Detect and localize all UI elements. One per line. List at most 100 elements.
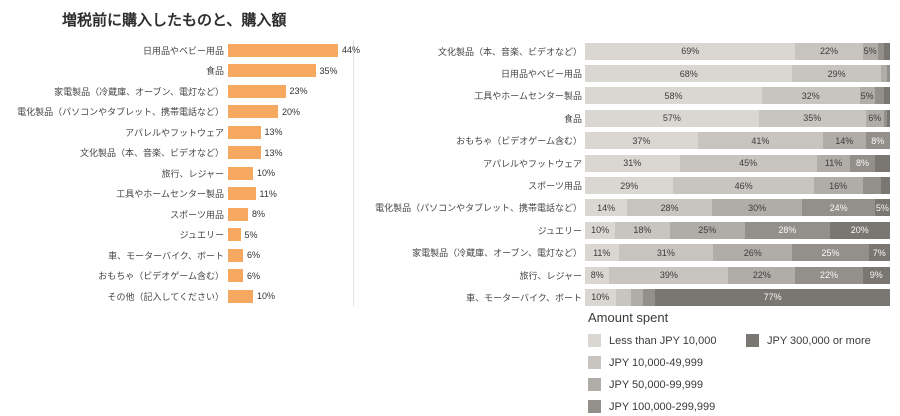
stacked-segment: 8% [585,266,610,284]
stacked-bar-track: 14% 28% 30% 24% 5% [585,199,890,217]
stacked-bar-row: スポーツ用品 29% 46% 16% [420,174,898,196]
category-label: 文化製品（本、音楽、ビデオなど） [58,146,228,159]
segment-value-label: 28% [778,225,797,236]
bar-row: その他（記入してください） 10% [58,286,378,307]
legend-col-2: JPY 300,000 or more [746,334,871,347]
legend-item: JPY 10,000-49,999 [588,356,746,369]
segment-value-label: 8% [590,270,604,281]
stacked-segment: 29% [585,177,674,195]
segment-value-label: 14% [835,135,854,146]
segment-value-label: 29% [827,68,846,79]
category-label-text: おもちゃ（ビデオゲーム含む） [98,271,224,282]
segment-value-label: 10% [591,225,610,236]
right-chart-rows: 文化製品（本、音楽、ビデオなど） 69% 22% 5% 日用品やベビー用品 68% 29% 工… [375,40,898,309]
bar [228,248,243,262]
stacked-segment: 45% [679,154,817,172]
bar-value-label: 23% [289,86,308,97]
stacked-segment [883,109,887,127]
stacked-segment: 14% [585,199,628,217]
bar-value-label: 10% [257,291,276,302]
legend-label: JPY 100,000-299,999 [609,400,716,413]
stacked-segment [630,288,643,306]
category-label-text: 旅行、レジャー [161,168,224,179]
category-label-text: 食品 [205,66,224,77]
bar-track: 13% [228,146,283,160]
stacked-segment [642,288,656,306]
stacked-bar-track: 10% 77% [585,288,890,306]
segment-value-label: 32% [801,90,820,101]
bar-row: アパレルやフットウェア 13% [58,122,378,143]
stacked-bar-track: 58% 32% 5% [585,87,890,105]
stacked-segment: 8% [865,132,890,150]
stacked-segment: 5% [859,87,875,105]
bar-value-label: 10% [257,168,276,179]
segment-value-label: 7% [872,247,886,258]
stacked-segment: 39% [609,266,729,284]
stacked-segment: 18% [615,221,670,239]
bar-row: おもちゃ（ビデオゲーム含む） 6% [58,266,378,287]
stacked-segment: 22% [795,42,863,60]
legend-swatch [588,334,601,347]
bar-track: 13% [228,125,283,139]
stacked-segment: 25% [669,221,746,239]
stacked-bar-track: 29% 46% 16% [585,177,890,195]
stacked-segment: 24% [802,199,875,217]
left-chart-rows: 日用品やベビー用品 44% 食品 35% 家電製品（冷蔵庫、オーブン、電灯など） 23% 電… [17,40,378,307]
bar-row: 日用品やベビー用品 44% [58,40,378,61]
stacked-segment: 77% [655,288,890,306]
category-label: 工具やホームセンター製品 [420,89,585,102]
bar-track: 35% [228,64,338,78]
bar-row: 文化製品（本、音楽、ビデオなど） 13% [58,143,378,164]
bar-track: 10% [228,289,276,303]
segment-value-label: 46% [734,180,753,191]
legend-label: JPY 50,000-99,999 [609,378,703,391]
stacked-segment [886,65,890,83]
segment-value-label: 69% [681,46,700,57]
segment-value-label: 16% [829,180,848,191]
bar [228,125,261,139]
stacked-bar-track: 37% 41% 14% 8% [585,132,890,150]
category-label-text: ジュエリー [537,225,582,236]
segment-value-label: 25% [698,225,717,236]
segment-value-label: 35% [803,113,822,124]
category-label-text: 日用品やベビー用品 [500,69,582,80]
bar [228,43,338,57]
category-label-text: スポーツ用品 [170,209,224,220]
segment-value-label: 31% [623,158,642,169]
stacked-segment: 57% [585,109,759,127]
bar-track: 23% [228,84,308,98]
category-label: 工具やホームセンター製品 [58,187,228,200]
stacked-bar-row: ジュエリー 10% 18% 25% 28% 20% [420,219,898,241]
bar-row: 電化製品（パソコンやタブレット、携帯電話など） 20% [17,102,378,123]
segment-value-label: 9% [869,270,883,281]
stacked-segment: 10% [585,221,616,239]
stacked-segment: 37% [585,132,698,150]
category-label-text: 日用品やベビー用品 [142,45,224,56]
bar [228,207,248,221]
stacked-bar-track: 68% 29% [585,65,890,83]
bar-value-label: 44% [342,45,361,56]
segment-value-label: 6% [868,113,882,124]
segment-value-label: 31% [656,247,675,258]
category-label: その他（記入してください） [58,290,228,303]
stacked-segment: 10% [585,288,616,306]
bar-value-label: 6% [247,270,261,281]
category-label: 車、モーターバイク、ボート [58,249,228,262]
bar-row: 工具やホームセンター製品 11% [58,184,378,205]
bar [228,187,256,201]
stacked-segment: 46% [673,177,814,195]
stacked-segment: 28% [745,221,830,239]
segment-value-label: 20% [850,225,869,236]
stacked-segment [880,65,887,83]
stacked-segment: 22% [728,266,796,284]
stacked-segment: 29% [792,65,881,83]
bar-track: 20% [228,105,300,119]
legend-item: JPY 300,000 or more [746,334,871,347]
stacked-segment: 5% [862,42,878,60]
bar-track: 11% [228,187,277,201]
segment-value-label: 68% [679,68,698,79]
category-label-text: 家電製品（冷蔵庫、オーブン、電灯など） [412,248,582,259]
segment-value-label: 24% [829,202,848,213]
category-label-text: 文化製品（本、音楽、ビデオなど） [79,148,224,159]
category-label-text: 車、モーターバイク、ボート [108,250,224,261]
